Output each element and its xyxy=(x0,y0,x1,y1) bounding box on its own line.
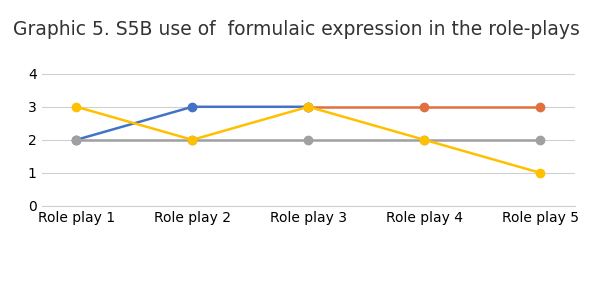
Intonation xyxy=(421,138,428,142)
Interaction, using the conversation model xyxy=(305,138,312,142)
hesitation devices xyxy=(421,105,428,108)
Intonation xyxy=(305,105,312,108)
Interaction, using the conversation model xyxy=(189,138,196,142)
Interaction, using the conversation model xyxy=(421,138,428,142)
Interaction, using the conversation model xyxy=(73,138,80,142)
Intonation xyxy=(189,138,196,142)
Intonation xyxy=(537,171,544,174)
Line: Interaction, using the conversation model: Interaction, using the conversation mode… xyxy=(72,136,544,144)
Line: Formulaic expression: Formulaic expression xyxy=(72,103,313,144)
hesitation devices xyxy=(537,105,544,108)
Line: Intonation: Intonation xyxy=(72,103,544,177)
Interaction, using the conversation model xyxy=(537,138,544,142)
Line: hesitation devices: hesitation devices xyxy=(304,103,544,111)
Text: Graphic 5. S5B use of  formulaic expression in the role-plays: Graphic 5. S5B use of formulaic expressi… xyxy=(13,20,580,39)
Formulaic expression xyxy=(73,138,80,142)
Formulaic expression xyxy=(305,105,312,108)
Intonation xyxy=(73,105,80,108)
Formulaic expression xyxy=(189,105,196,108)
hesitation devices xyxy=(305,105,312,108)
